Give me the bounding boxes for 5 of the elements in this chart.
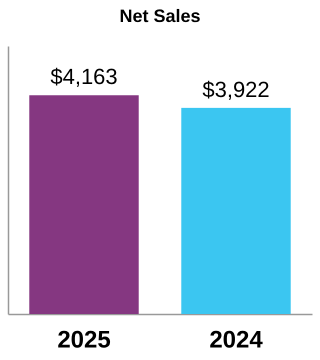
x-tick-label: 2025 [57,326,111,354]
chart-title: Net Sales [119,6,201,26]
data-label: $3,922 [202,76,270,102]
x-tick-label: 2024 [209,326,264,354]
data-label: $4,163 [50,64,118,90]
